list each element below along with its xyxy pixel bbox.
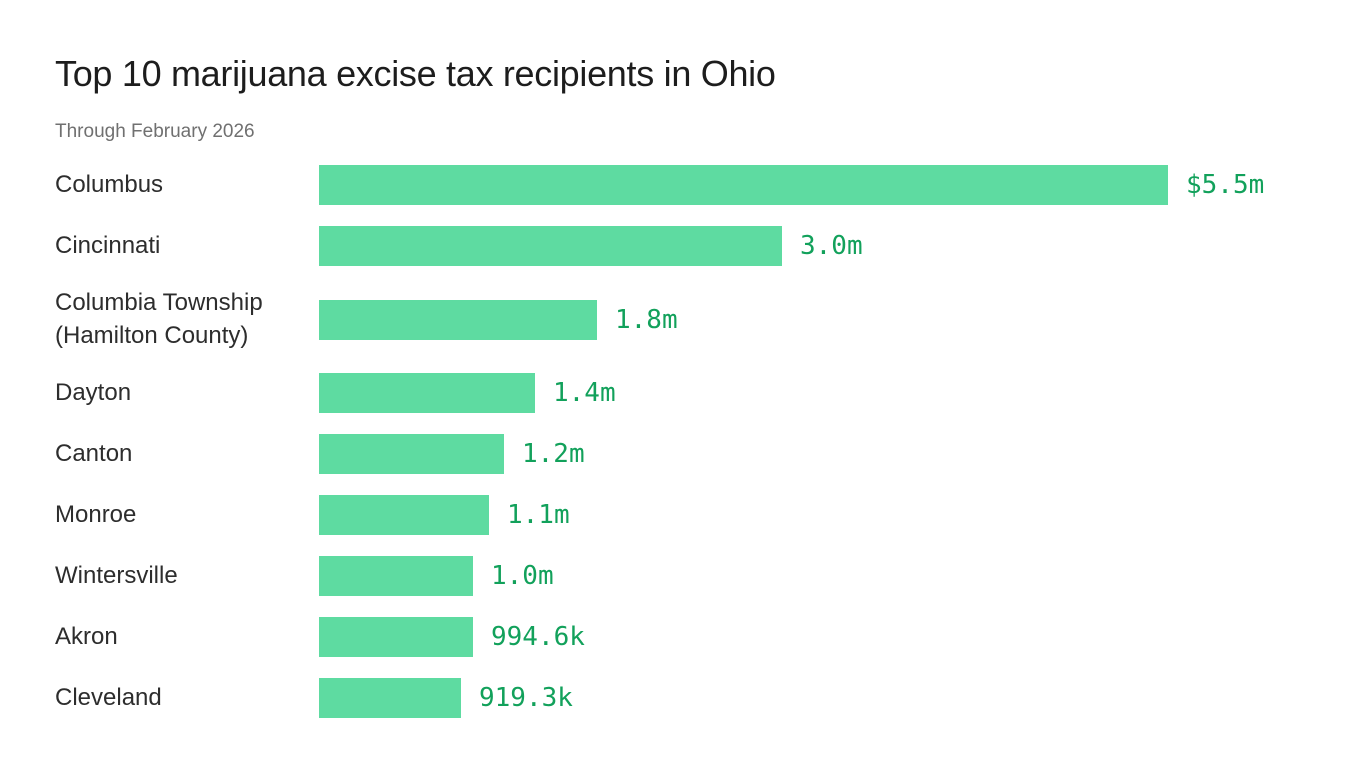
chart-row: Akron 994.6k [55, 616, 1326, 657]
bar-label-text: Dayton [55, 378, 132, 406]
bar-label: Cincinnati [55, 230, 319, 262]
bar-label: Columbus [55, 169, 319, 201]
bar-value: 1.1m [507, 499, 570, 530]
chart-rows: Columbus $5.5m Cincinnati 3.0m Columbia … [55, 165, 1326, 718]
bar-label: Dayton [55, 377, 319, 409]
bar-value: 1.4m [553, 377, 616, 408]
bar-value: 994.6k [491, 621, 585, 652]
bar-label-text: Canton [55, 439, 133, 467]
bar-label-text: Monroe [55, 500, 137, 528]
chart-row: Columbia Township (Hamilton County) 1.8m [55, 287, 1326, 352]
bar-value: $5.5m [1186, 170, 1265, 201]
chart-row: Cleveland 919.3k [55, 677, 1326, 718]
bar [319, 165, 1168, 206]
bar [319, 494, 489, 535]
chart-row: Cincinnati 3.0m [55, 226, 1326, 267]
bar [319, 433, 504, 474]
bar-label-text: Akron [55, 622, 118, 650]
bar-label: Monroe [55, 499, 319, 531]
bar-label-text: Columbia Township (Hamilton County) [55, 289, 263, 349]
bar-label: Cleveland [55, 682, 319, 714]
bar-label-text: Cleveland [55, 683, 162, 711]
bar-value: 3.0m [800, 231, 863, 262]
bar-value: 919.3k [479, 682, 573, 713]
chart-row: Monroe 1.1m [55, 494, 1326, 535]
bar-label: Akron [55, 621, 319, 653]
bar-label: Wintersville [55, 560, 319, 592]
bar [319, 616, 473, 657]
bar [319, 372, 535, 413]
bar-label-text: Cincinnati [55, 231, 161, 259]
bar [319, 555, 473, 596]
bar-value: 1.8m [615, 304, 678, 335]
chart-title: Top 10 marijuana excise tax recipients i… [55, 53, 776, 94]
chart-row: Columbus $5.5m [55, 165, 1326, 206]
bar [319, 299, 597, 340]
bar-label-text: Columbus [55, 170, 164, 198]
chart-row: Dayton 1.4m [55, 372, 1326, 413]
marijuana-tax-chart: Top 10 marijuana excise tax recipients i… [55, 53, 1326, 718]
chart-row: Canton 1.2m [55, 433, 1326, 474]
chart-row: Wintersville 1.0m [55, 555, 1326, 596]
bar-label-text: Wintersville [55, 561, 178, 589]
bar-value: 1.0m [491, 560, 554, 591]
bar-label: Columbia Township (Hamilton County) [55, 287, 319, 352]
bar [319, 677, 461, 718]
bar-value: 1.2m [522, 438, 585, 469]
chart-subtitle: Through February 2026 [55, 121, 255, 143]
bar-label: Canton [55, 438, 319, 470]
bar [319, 226, 782, 267]
